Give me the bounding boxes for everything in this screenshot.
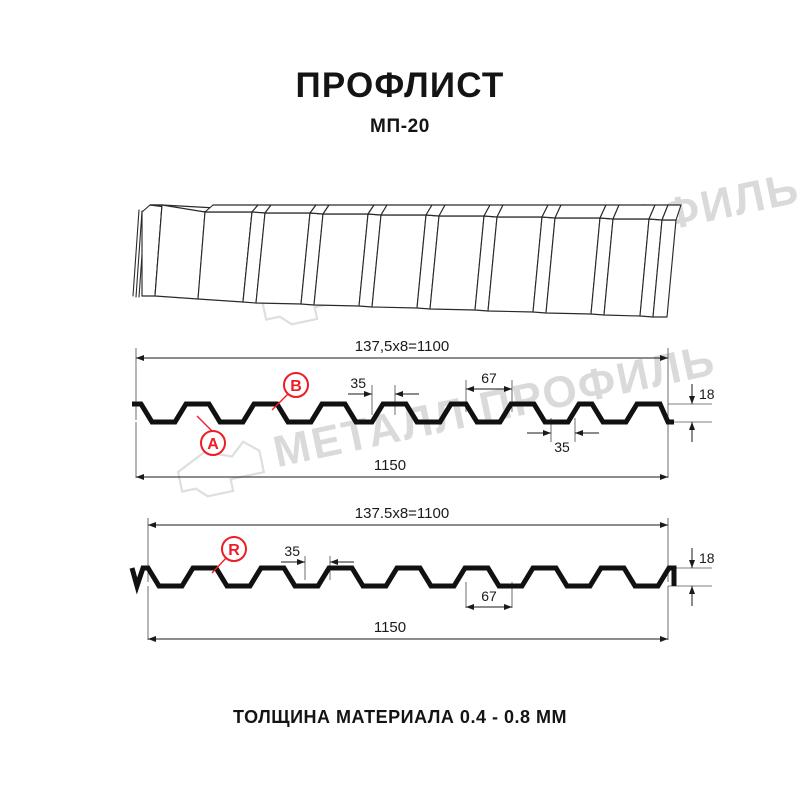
watermark-lower: МЕТАЛЛ ПРОФИЛЬ	[176, 335, 720, 498]
page-subtitle: МП-20	[370, 116, 430, 137]
callout-b: B	[271, 372, 309, 411]
dimension-pitch-total-bottom-label: 137.5x8=1100	[355, 505, 449, 522]
isometric-profile-view	[132, 204, 682, 318]
cross-section-r: 137.5x8=1100 1150 35 67 18 R	[129, 505, 715, 642]
extension-lines	[135, 348, 712, 478]
dimension-valley-width-top-label: 67	[481, 370, 497, 386]
callout-r-label: R	[228, 542, 240, 559]
profile-outline-bottom	[129, 565, 677, 595]
dimension-valley-width-top: 67	[466, 370, 512, 392]
dimension-pitch-total-top: 137,5x8=1100	[136, 338, 668, 361]
material-thickness-note: ТОЛЩИНА МАТЕРИАЛА 0.4 - 0.8 ММ	[233, 707, 567, 727]
dimension-overall-width-bottom: 1150	[148, 619, 668, 642]
dimension-rib-top-width-bottom: 35	[281, 543, 354, 565]
dimension-pitch-total-top-label: 137,5x8=1100	[355, 338, 449, 355]
callout-b-label: B	[290, 378, 302, 395]
dimension-rib-height-top-label: 18	[699, 386, 715, 402]
callout-a: A	[196, 415, 226, 456]
dimension-rib-height-top: 18	[689, 384, 715, 442]
dimension-rib-height-bottom-label: 18	[699, 550, 715, 566]
callout-a-label: A	[207, 436, 219, 453]
dimension-overall-width-top: 1150	[136, 457, 668, 480]
profile-outline-top	[132, 401, 674, 425]
dimension-rib-top-width-label: 35	[350, 375, 366, 391]
dimension-rib-top-width: 35	[348, 375, 419, 397]
dimension-overall-width-bottom-label: 1150	[374, 619, 406, 636]
dimension-valley-width-bottom-label: 67	[481, 588, 497, 604]
dimension-valley-width-bottom: 67	[466, 588, 512, 610]
dimension-rib-top-width-lower: 35	[527, 430, 599, 455]
callout-r: R	[211, 536, 247, 574]
dimension-rib-height-bottom: 18	[689, 548, 715, 606]
page-title: ПРОФЛИСТ	[295, 66, 505, 105]
dimension-pitch-total-bottom: 137.5x8=1100	[148, 505, 668, 528]
dimension-rib-top-width-bottom-label: 35	[284, 543, 300, 559]
dimension-rib-top-width-lower-label: 35	[554, 439, 570, 455]
dimension-overall-width-top-label: 1150	[374, 457, 406, 474]
cross-section-a: 137,5x8=1100 1150 35 67 35 18	[132, 338, 715, 480]
